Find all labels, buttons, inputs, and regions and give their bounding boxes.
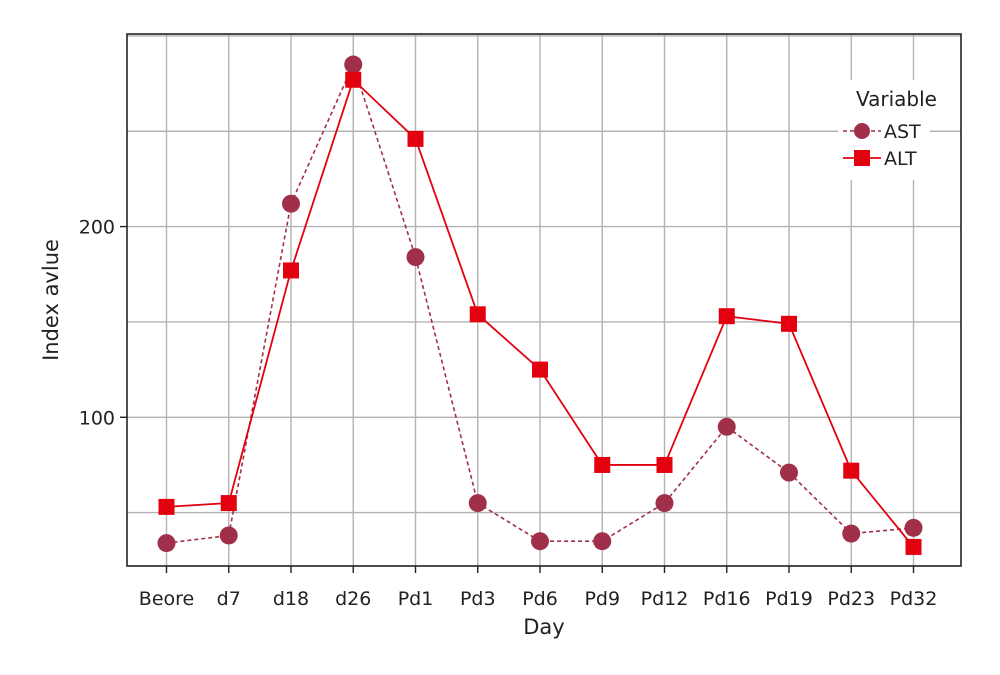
data-point-ast	[157, 534, 176, 553]
x-tick-label: Pd32	[890, 588, 938, 610]
x-tick-label: Pd6	[522, 588, 558, 610]
data-point-alt	[407, 130, 424, 147]
data-point-alt	[532, 361, 548, 378]
data-point-ast	[593, 532, 612, 551]
data-point-alt	[158, 498, 175, 515]
data-point-alt	[345, 71, 362, 88]
legend-label-ast: AST	[884, 121, 921, 143]
data-point-alt	[594, 456, 611, 473]
x-tick-label: Pd12	[641, 588, 689, 610]
data-point-ast	[219, 526, 238, 545]
legend-background	[838, 80, 930, 180]
legend-title: Variable	[856, 87, 937, 111]
data-point-ast	[904, 518, 923, 537]
data-point-alt	[283, 262, 299, 279]
x-tick-label: d18	[273, 588, 309, 610]
x-tick-label: Pd19	[765, 588, 813, 610]
x-tick-label: Pd23	[827, 588, 875, 610]
y-tick-label: 100	[79, 407, 115, 429]
data-point-ast	[655, 494, 674, 513]
legend-marker-alt	[854, 150, 870, 166]
data-point-ast	[468, 494, 487, 513]
axes: Beore d7 d18 d26 Pd1 Pd3 Pd6 Pd9 Pd12 Pd16 Pd19 Pd2…	[79, 217, 938, 610]
data-point-alt	[781, 315, 797, 332]
x-tick-label: Beore	[139, 588, 194, 610]
x-tick-label: Pd1	[398, 588, 434, 610]
data-point-ast	[531, 532, 549, 551]
data-point-ast	[344, 55, 363, 74]
y-axis-title: Index avlue	[39, 239, 63, 361]
y-tick-label: 200	[79, 217, 115, 239]
data-point-alt	[469, 306, 486, 323]
data-point-alt	[905, 538, 922, 555]
plot-border	[126, 33, 962, 567]
x-axis-title: Day	[523, 615, 564, 639]
data-point-alt	[220, 495, 237, 512]
data-point-alt	[843, 462, 860, 479]
data-point-ast	[282, 194, 300, 213]
x-tick-label: Pd9	[584, 588, 620, 610]
data-point-alt	[718, 308, 735, 325]
legend-marker-ast	[854, 123, 870, 139]
data-point-alt	[656, 456, 673, 473]
legend-label-alt: ALT	[884, 148, 917, 170]
x-tick-label: d26	[335, 588, 371, 610]
legend: Variable AST ALT	[838, 80, 937, 180]
plot-background	[127, 34, 961, 566]
data-point-ast	[780, 463, 798, 482]
data-point-ast	[406, 248, 425, 267]
x-tick-label: d7	[217, 588, 241, 610]
data-point-ast	[842, 524, 861, 543]
x-tick-label: Pd3	[460, 588, 496, 610]
x-tick-label: Pd16	[703, 588, 751, 610]
series-layer	[157, 55, 923, 555]
data-point-ast	[717, 417, 736, 436]
